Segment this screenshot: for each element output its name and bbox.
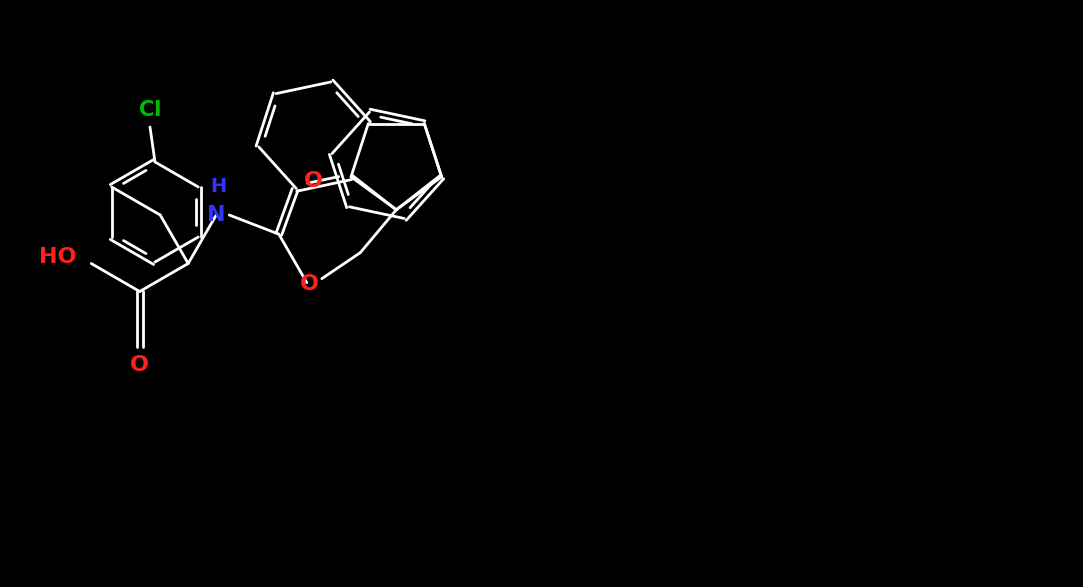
Text: Cl: Cl	[139, 100, 161, 120]
Text: O: O	[303, 171, 323, 191]
Text: N: N	[207, 205, 225, 225]
Text: O: O	[300, 274, 319, 294]
Text: HO: HO	[39, 248, 77, 268]
Text: O: O	[130, 356, 149, 376]
Text: H: H	[210, 177, 226, 197]
